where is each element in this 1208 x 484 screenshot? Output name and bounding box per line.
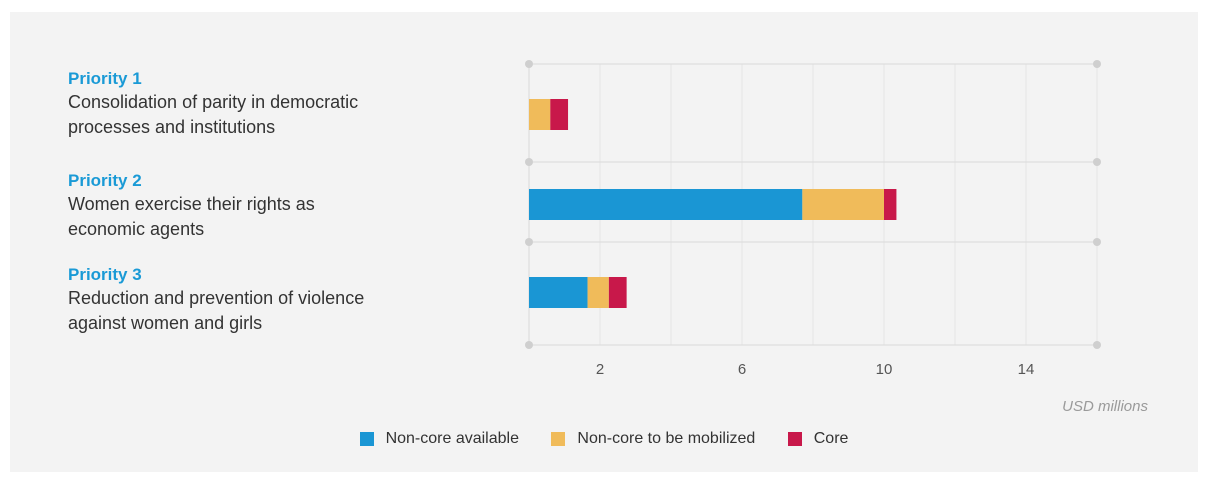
gridline-end-dot	[1093, 158, 1101, 166]
legend-item-non-core-to-be-mobilized: Non-core to be mobilized	[551, 430, 755, 448]
gridline-start-dot	[525, 60, 533, 68]
legend-item-core: Core	[787, 430, 849, 448]
legend-swatch-core	[787, 432, 802, 446]
bar-non-core-to-be-mobilized-priority-1	[529, 99, 551, 130]
priority-3-title: Priority 3	[68, 265, 142, 284]
legend-label-non-core-available: Non-core available	[385, 430, 519, 447]
bar-core-priority-1	[550, 99, 569, 130]
chart-legend: Non-core available Non-core to be mobili…	[10, 430, 1198, 451]
priority-1-description-line2: processes and institutions	[68, 117, 276, 137]
legend-swatch-non-core-available	[359, 432, 374, 446]
gridline-start-dot	[525, 158, 533, 166]
priority-3-description-line1: Reduction and prevention of violence	[68, 288, 365, 308]
gridline-end-dot	[1093, 341, 1101, 349]
x-axis-unit-label: USD millions	[1062, 398, 1148, 415]
legend-item-non-core-available: Non-core available	[359, 430, 519, 448]
gridline-start-dot	[525, 341, 533, 349]
bar-non-core-available-priority-2	[529, 189, 803, 220]
gridline-end-dot	[1093, 238, 1101, 246]
priority-3-description-line2: against women and girls	[68, 313, 263, 333]
priority-2-label: Priority 2 Women exercise their rights a…	[68, 170, 488, 242]
priority-2-description-line2: economic agents	[68, 219, 205, 239]
gridline-end-dot	[1093, 60, 1101, 68]
bar-core-priority-3	[608, 277, 627, 308]
priority-1-description-line1: Consolidation of parity in democratic	[68, 92, 359, 112]
priority-2-description-line1: Women exercise their rights as	[68, 194, 315, 214]
x-tick-label-10: 10	[876, 361, 893, 378]
gridline-start-dot	[525, 238, 533, 246]
bar-core-priority-2	[884, 189, 897, 220]
priority-2-title: Priority 2	[68, 171, 142, 190]
bar-non-core-available-priority-3	[529, 277, 588, 308]
legend-label-core: Core	[813, 430, 849, 447]
priority-1-label: Priority 1 Consolidation of parity in de…	[68, 68, 488, 140]
x-tick-label-2: 2	[596, 361, 604, 378]
bar-non-core-to-be-mobilized-priority-3	[587, 277, 609, 308]
stacked-bar-chart: 2 6 10 14	[525, 60, 1101, 378]
legend-label-non-core-to-be-mobilized: Non-core to be mobilized	[577, 430, 756, 447]
x-tick-label-14: 14	[1018, 361, 1035, 378]
x-tick-label-6: 6	[738, 361, 746, 378]
legend-swatch-non-core-to-be-mobilized	[551, 432, 566, 446]
priority-1-title: Priority 1	[68, 69, 142, 88]
bar-non-core-to-be-mobilized-priority-2	[802, 189, 884, 220]
priority-3-label: Priority 3 Reduction and prevention of v…	[68, 264, 488, 336]
chart-panel: Priority 1 Consolidation of parity in de…	[10, 12, 1198, 472]
